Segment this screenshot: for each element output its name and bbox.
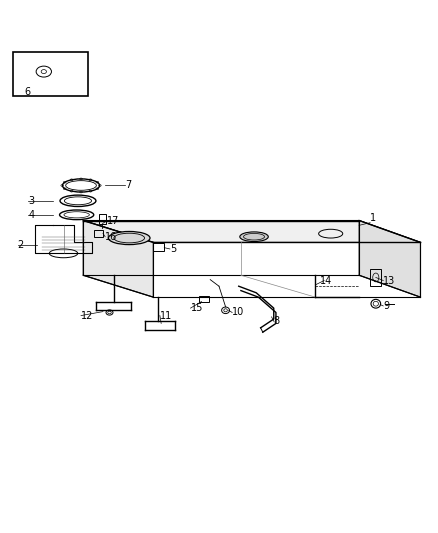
Text: 10: 10 xyxy=(232,308,244,318)
Bar xyxy=(94,230,103,237)
Polygon shape xyxy=(359,221,420,297)
Ellipse shape xyxy=(240,232,268,241)
Ellipse shape xyxy=(108,231,150,245)
Text: 13: 13 xyxy=(383,276,396,286)
Text: 16: 16 xyxy=(105,232,117,242)
Bar xyxy=(99,214,106,223)
Bar xyxy=(370,269,381,286)
Bar xyxy=(13,52,88,96)
Text: 5: 5 xyxy=(170,244,176,254)
Text: 4: 4 xyxy=(28,210,35,220)
Text: 15: 15 xyxy=(191,303,203,313)
Text: 11: 11 xyxy=(160,311,172,320)
Bar xyxy=(153,243,164,251)
Text: 7: 7 xyxy=(125,180,131,190)
Text: 1: 1 xyxy=(370,213,376,223)
Bar xyxy=(199,296,209,302)
Text: 12: 12 xyxy=(81,311,93,320)
Text: 14: 14 xyxy=(320,276,332,286)
Text: 8: 8 xyxy=(274,316,280,326)
Text: 9: 9 xyxy=(383,301,389,311)
Polygon shape xyxy=(83,221,420,243)
Text: 17: 17 xyxy=(107,215,120,225)
Polygon shape xyxy=(83,221,153,297)
Text: 3: 3 xyxy=(28,196,35,206)
Text: 2: 2 xyxy=(18,240,24,251)
Text: 6: 6 xyxy=(24,87,30,97)
